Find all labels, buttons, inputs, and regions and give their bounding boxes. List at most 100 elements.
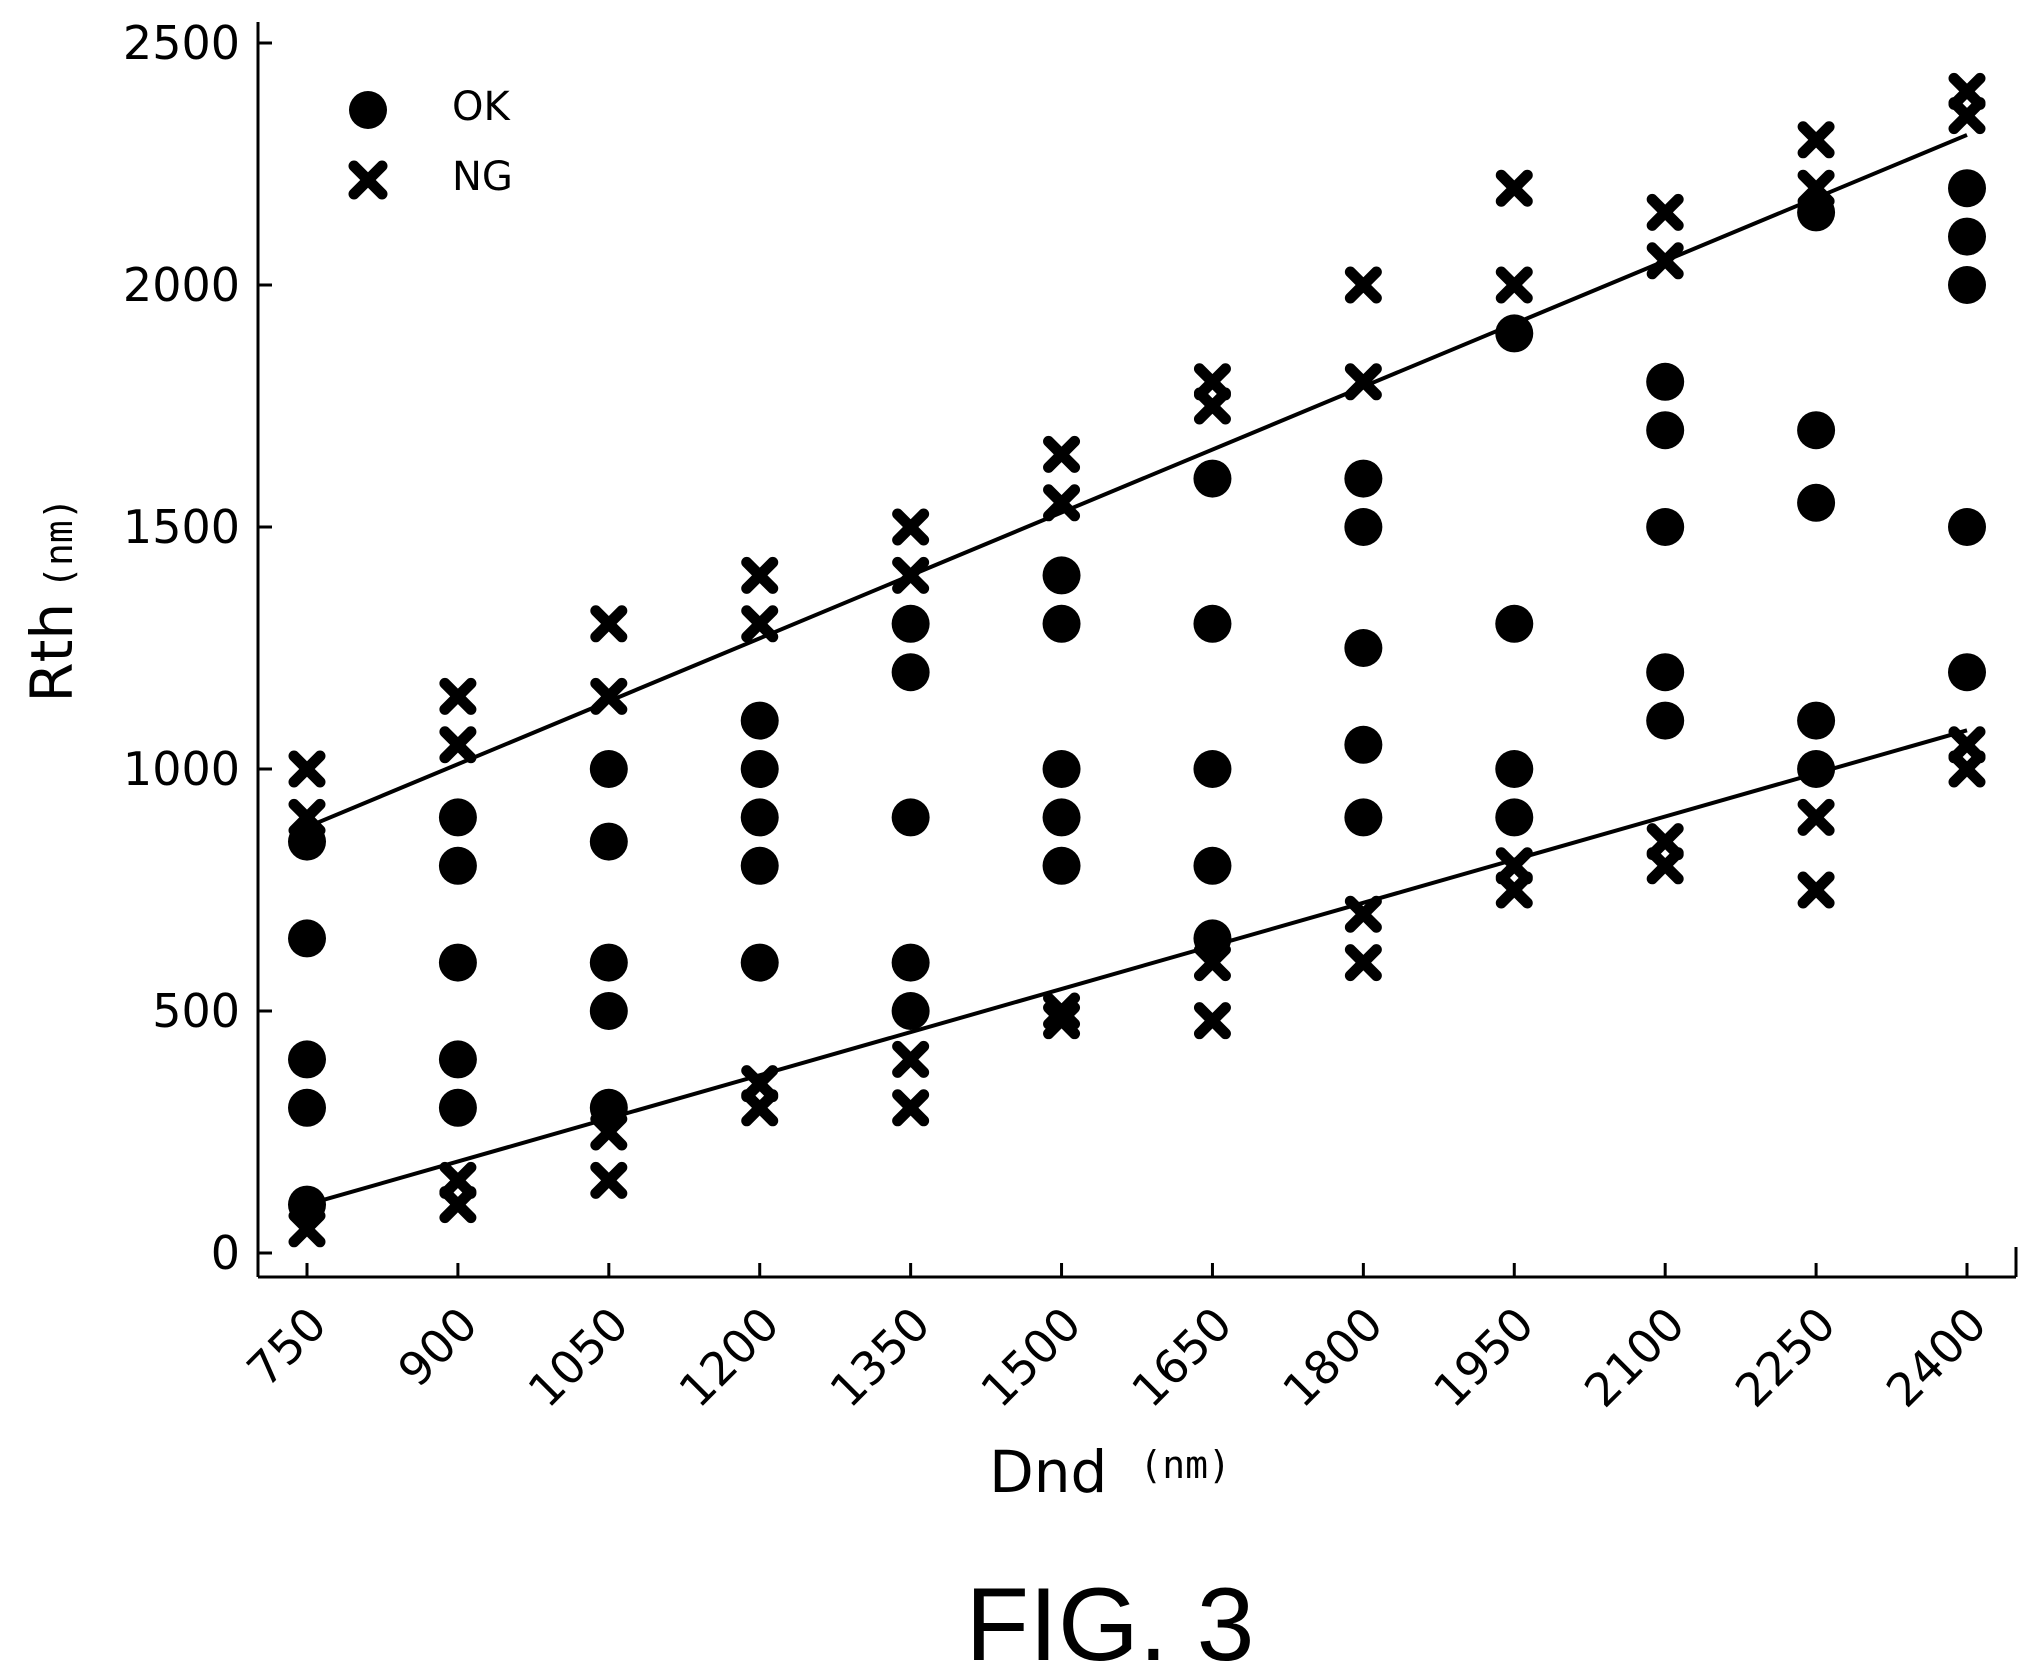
y-tick-label: 2500 — [123, 16, 240, 70]
y-axis-unit: (nm) — [37, 497, 81, 589]
ok-point — [1646, 653, 1685, 692]
y-ticks: 0 500 1000 1500 2000 2500 — [123, 16, 272, 1280]
ok-point — [1344, 508, 1383, 546]
x-tick-label: 1350 — [819, 1297, 940, 1418]
ok-point — [1344, 798, 1383, 837]
ng-point — [741, 556, 779, 594]
x-tick-label: 1950 — [1423, 1297, 1544, 1418]
ok-point — [589, 992, 628, 1030]
trend-line — [306, 133, 1968, 829]
ok-point — [1344, 725, 1383, 764]
ok-point — [740, 798, 779, 837]
ng-point — [1043, 435, 1081, 473]
ng-point — [1646, 242, 1684, 280]
x-axis-label: Dnd — [989, 1438, 1107, 1506]
y-tick-label: 1000 — [123, 742, 240, 796]
x-tick-label: 1650 — [1121, 1297, 1242, 1418]
ok-point — [1042, 798, 1081, 837]
ok-point — [1042, 556, 1081, 595]
axes — [256, 22, 2018, 1279]
fit-lines — [306, 133, 1968, 1207]
y-tick-label: 1500 — [123, 500, 240, 554]
ok-point — [438, 798, 477, 837]
ok-point — [740, 750, 779, 788]
ng-point — [892, 508, 930, 546]
ng-point — [439, 677, 477, 715]
ng-point — [1344, 266, 1382, 304]
x-tick-label: 2400 — [1876, 1297, 1997, 1418]
ok-point — [1646, 701, 1685, 740]
ok-point — [589, 750, 628, 788]
ng-point — [741, 605, 779, 643]
ng-point — [1344, 895, 1382, 933]
svg-text:Dnd (nm): Dnd (nm) — [989, 1438, 1231, 1506]
x-axis-unit: (nm) — [1139, 1443, 1231, 1487]
ng-point — [1495, 847, 1533, 885]
ok-point — [1193, 459, 1232, 498]
x-tick-label: 1050 — [518, 1297, 639, 1418]
ok-point — [891, 653, 930, 692]
ok-point — [1948, 266, 1986, 304]
ok-point — [1193, 846, 1232, 885]
ng-point — [1344, 363, 1382, 401]
ng-point — [439, 1161, 477, 1199]
ng-point — [1797, 871, 1835, 909]
ng-point — [1495, 169, 1533, 207]
x-tick-label: 1200 — [669, 1297, 790, 1418]
ok-point — [1495, 314, 1534, 353]
x-tick-label: 2100 — [1574, 1297, 1695, 1418]
ng-point — [590, 605, 628, 643]
ok-point — [1495, 798, 1534, 837]
ng-point — [1495, 266, 1533, 304]
ok-point — [589, 822, 628, 861]
ok-point — [1797, 483, 1836, 522]
ok-point — [891, 798, 930, 837]
ok-point — [1797, 750, 1836, 788]
x-tick-label: 2250 — [1725, 1297, 1846, 1418]
y-axis-label: Rth — [18, 603, 86, 703]
ng-point — [1797, 121, 1835, 159]
x-ticks: 750 900 1050 1200 1350 1500 1650 1800 1950 2100 22… — [237, 1263, 1997, 1418]
ng-point — [590, 1161, 628, 1199]
ok-point — [438, 1040, 477, 1079]
ng-point — [1646, 823, 1684, 861]
trend-line — [306, 728, 1968, 1207]
ok-point — [891, 992, 930, 1030]
ng-point — [741, 1065, 779, 1103]
figure-caption: FIG. 3 — [966, 1567, 1255, 1678]
ng-point — [1193, 944, 1231, 982]
ok-point — [740, 846, 779, 885]
ng-point — [288, 798, 326, 836]
ok-point — [1797, 411, 1836, 450]
ng-point — [1646, 193, 1684, 231]
ng-point — [1193, 363, 1231, 401]
ng-point — [892, 1040, 930, 1078]
ok-point — [740, 701, 779, 740]
ok-point — [1646, 508, 1685, 546]
ok-point — [438, 1088, 477, 1127]
x-tick-label: 1800 — [1272, 1297, 1393, 1418]
ok-point — [1495, 750, 1534, 788]
ok-point — [1042, 750, 1081, 788]
ok-point — [1193, 750, 1232, 788]
ok-point — [891, 604, 930, 643]
legend: OK NG — [348, 84, 513, 200]
legend-ng-label: NG — [452, 154, 513, 200]
ok-point — [1042, 604, 1081, 643]
ok-point — [589, 943, 628, 982]
x-tick-label: 1500 — [970, 1297, 1091, 1418]
legend-ok-label: OK — [452, 84, 511, 130]
ng-point — [1043, 992, 1081, 1030]
ok-point — [1948, 217, 1986, 256]
ok-point — [1495, 604, 1534, 643]
ng-point — [1344, 944, 1382, 982]
ok-point — [1948, 508, 1986, 546]
ng-point — [1043, 484, 1081, 522]
legend-ng-marker — [348, 160, 388, 200]
ok-point — [438, 846, 477, 885]
svg-text:Rth (nm): Rth (nm) — [18, 497, 86, 702]
ng-point — [590, 677, 628, 715]
x-tick-label: 900 — [387, 1297, 487, 1397]
ok-point — [1646, 411, 1685, 450]
